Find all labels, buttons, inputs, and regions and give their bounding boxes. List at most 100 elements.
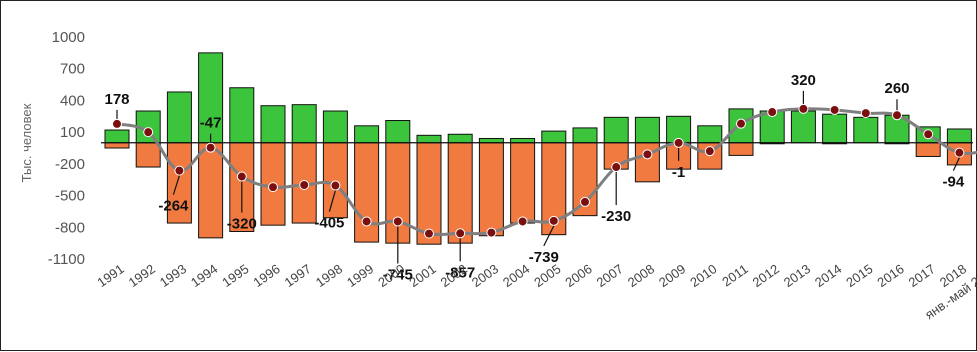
y-tick-label: 400: [60, 92, 85, 109]
line-point: [486, 227, 497, 238]
data-label-leader: [543, 225, 555, 247]
bar-positive: [291, 104, 317, 144]
data-label: 320: [791, 72, 816, 89]
x-tick-label: 2008: [625, 261, 657, 290]
data-label: -739: [529, 249, 559, 266]
bar-negative: [478, 142, 504, 237]
data-label: -1: [672, 164, 685, 181]
x-tick-label: 1994: [188, 261, 220, 290]
line-point: [673, 137, 684, 148]
x-tick-label: 2010: [687, 261, 719, 290]
data-label: -857: [445, 264, 475, 281]
bar-positive: [697, 125, 723, 144]
bar-positive: [260, 105, 286, 144]
bar-negative: [915, 142, 941, 157]
y-tick-label: -1100: [48, 251, 85, 268]
bar-positive: [416, 134, 442, 144]
bar-negative: [634, 142, 660, 183]
x-tick-label: 1995: [219, 261, 251, 290]
line-point: [392, 216, 403, 227]
bar-negative: [198, 142, 224, 239]
line-point: [829, 104, 840, 115]
bar-negative: [447, 142, 473, 244]
line-point: [112, 118, 122, 129]
bar-positive: [229, 87, 255, 144]
bar-positive: [572, 127, 598, 144]
bar-negative: [104, 142, 130, 149]
line-point: [704, 146, 715, 157]
data-label-leader: [952, 157, 960, 171]
data-label: -47: [200, 115, 222, 132]
line-point: [642, 149, 653, 160]
x-tick-label: 2011: [719, 261, 751, 289]
line-point: [143, 127, 154, 138]
line-point: [299, 180, 310, 190]
bar-positive: [104, 129, 130, 144]
line-point: [361, 216, 372, 227]
bar-positive: [822, 113, 848, 144]
data-label: -230: [601, 208, 631, 225]
x-tick-label: 2014: [812, 261, 844, 290]
line-point: [424, 228, 434, 239]
y-tick-label: 700: [60, 61, 85, 78]
x-tick-label: 1993: [157, 261, 189, 290]
data-label-leader: [172, 175, 180, 195]
bar-negative: [541, 142, 567, 236]
line-point: [923, 129, 934, 140]
bar-negative: [416, 142, 442, 245]
bar-positive: [478, 137, 504, 144]
line-point: [954, 147, 965, 158]
x-tick-label: 1999: [344, 261, 376, 290]
bar-negative: [728, 142, 754, 156]
line-point: [860, 108, 871, 119]
bar-positive: [447, 133, 473, 144]
line-point: [455, 228, 466, 239]
data-label: 260: [884, 80, 909, 97]
line-point: [548, 215, 559, 226]
line-point: [798, 103, 809, 114]
data-label: -320: [227, 216, 257, 233]
x-tick-label: 1996: [250, 261, 282, 290]
x-tick-label: 1998: [313, 261, 345, 290]
line-point: [205, 142, 216, 153]
data-label: 178: [104, 91, 129, 108]
bar-positive: [510, 137, 536, 144]
x-tick-label: 2007: [594, 261, 626, 290]
data-label-leader: [328, 190, 336, 212]
x-tick-label: 2006: [562, 261, 594, 290]
bar-negative: [322, 142, 348, 219]
bar-positive: [946, 128, 972, 144]
data-label: -264: [158, 198, 189, 215]
bar-positive: [634, 116, 660, 144]
line-point: [580, 196, 590, 207]
bar-negative: [166, 142, 192, 224]
line-point: [892, 110, 902, 121]
line-point: [611, 162, 622, 173]
y-tick-label: -800: [55, 219, 85, 236]
line-point: [174, 165, 185, 176]
bar-positive: [853, 116, 879, 144]
x-tick-label: 1991: [94, 261, 126, 290]
y-tick-label: -200: [55, 156, 85, 173]
bar-positive: [790, 110, 816, 144]
y-tick-label: -500: [55, 188, 85, 205]
y-tick-label: 100: [60, 124, 85, 141]
x-tick-label: 1997: [282, 261, 314, 290]
bar-positive: [166, 91, 192, 144]
y-tick-label: 1000: [52, 29, 85, 46]
line-point: [517, 216, 528, 227]
line-point: [236, 171, 247, 182]
bar-negative: [354, 142, 380, 243]
x-tick-label: 2004: [500, 261, 532, 290]
bar-positive: [322, 110, 348, 144]
x-tick-label: 2015: [843, 261, 875, 290]
data-label: -94: [943, 174, 965, 191]
line-point: [767, 107, 778, 118]
bar-negative: [510, 142, 536, 224]
bar-positive: [603, 116, 629, 144]
y-axis-label: Тыс. человек: [19, 103, 34, 182]
bar-positive: [354, 125, 380, 144]
bar-positive: [541, 130, 567, 144]
x-tick-label: 2012: [750, 261, 782, 290]
